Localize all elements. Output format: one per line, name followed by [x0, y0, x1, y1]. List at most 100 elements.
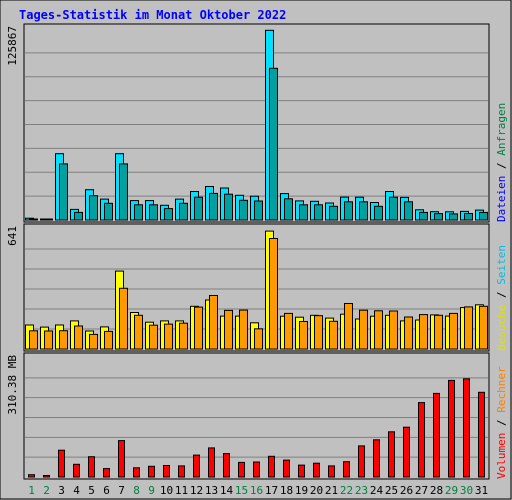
x-tick-label: 5: [88, 484, 95, 497]
bar-volumen-day-26: [403, 426, 410, 478]
x-tick-label: 23: [355, 484, 368, 497]
bar-volumen-day-19: [298, 464, 305, 478]
bar-besuche-day-10: [164, 323, 173, 350]
panel-middle-ymax-label: 641: [6, 226, 19, 246]
bar-volumen-day-3: [58, 449, 65, 478]
x-tick-label: 11: [175, 484, 188, 497]
bar-dateien-day-20: [314, 204, 323, 221]
bar-besuche-day-5: [89, 333, 98, 350]
bar-besuche-day-30: [464, 306, 473, 350]
bar-besuche-day-9: [149, 324, 158, 350]
bar-volumen-day-12: [193, 454, 200, 478]
bar-volumen-day-9: [148, 465, 155, 478]
bar-besuche-day-4: [74, 325, 83, 350]
bar-dateien-day-17: [269, 67, 278, 221]
x-tick-label: 18: [280, 484, 293, 497]
bar-besuche-day-28: [434, 314, 443, 350]
chart-title: Tages-Statistik im Monat Oktober 2022: [19, 8, 286, 22]
x-tick-label: 4: [73, 484, 80, 497]
bar-volumen-day-14: [223, 453, 230, 478]
bar-besuche-day-20: [314, 315, 323, 350]
bar-besuche-day-16: [254, 328, 263, 350]
x-tick-label: 15: [235, 484, 248, 497]
bar-dateien-day-5: [89, 195, 98, 221]
bar-dateien-day-18: [284, 198, 293, 221]
x-tick-label: 27: [415, 484, 428, 497]
bar-besuche-day-17: [269, 238, 278, 350]
bar-dateien-day-28: [434, 213, 443, 221]
panel-top-plot-area: [23, 23, 490, 223]
legend-label-seiten: Seiten: [495, 245, 508, 285]
x-tick-label: 22: [340, 484, 353, 497]
bar-volumen-day-20: [313, 462, 320, 478]
bar-besuche-day-12: [194, 306, 203, 350]
bar-besuche-day-26: [404, 316, 413, 350]
bar-volumen-day-1: [28, 474, 35, 478]
x-tick-label: 30: [460, 484, 473, 497]
bar-dateien-day-2: [44, 218, 53, 221]
x-tick-label: 28: [430, 484, 443, 497]
bar-dateien-day-10: [164, 208, 173, 221]
legend-label-dateien: Dateien: [495, 176, 508, 222]
legend-separator: /: [495, 413, 508, 433]
x-tick-label: 13: [205, 484, 218, 497]
bar-besuche-day-27: [419, 314, 428, 350]
x-tick-label: 8: [133, 484, 140, 497]
x-tick-label: 26: [400, 484, 413, 497]
bar-volumen-day-31: [478, 391, 485, 478]
bar-dateien-day-29: [449, 213, 458, 221]
bar-dateien-day-8: [134, 204, 143, 221]
bar-volumen-day-22: [343, 461, 350, 478]
bar-dateien-day-30: [464, 213, 473, 221]
bar-dateien-day-14: [224, 193, 233, 221]
x-tick-label: 17: [265, 484, 278, 497]
bar-volumen-day-13: [208, 447, 215, 478]
bar-volumen-day-4: [73, 463, 80, 478]
chart-panels: 125867 Dateien / Anfragen 641 Besuche / Sei…: [6, 23, 508, 480]
bar-dateien-day-7: [119, 163, 128, 221]
panel-bottom-legend: Volumen / Rechner: [495, 366, 508, 479]
bar-besuche-day-3: [59, 330, 68, 350]
panel-top-legend: Dateien / Anfragen: [495, 103, 508, 222]
bar-dateien-day-26: [404, 201, 413, 221]
bar-volumen-day-21: [328, 465, 335, 478]
bar-dateien-day-9: [149, 204, 158, 221]
panel-middle: 641 Besuche / Seiten: [6, 223, 508, 352]
bar-volumen-day-11: [178, 465, 185, 478]
bar-besuche-day-25: [389, 310, 398, 350]
panel-bottom: 310.38 MB Volumen / Rechner: [6, 352, 508, 480]
bar-volumen-day-24: [373, 439, 380, 478]
bar-dateien-day-12: [194, 196, 203, 221]
bar-dateien-day-4: [74, 211, 83, 221]
bar-besuche-day-18: [284, 312, 293, 350]
bar-dateien-day-6: [104, 202, 113, 221]
x-tick-label: 16: [250, 484, 263, 497]
bar-volumen-day-27: [418, 402, 425, 478]
bar-dateien-day-27: [419, 211, 428, 221]
bar-besuche-day-13: [209, 295, 218, 350]
bar-volumen-day-17: [268, 455, 275, 478]
bar-volumen-day-8: [133, 467, 140, 478]
bar-besuche-day-19: [299, 321, 308, 350]
x-tick-label: 31: [475, 484, 488, 497]
bar-dateien-day-13: [209, 192, 218, 221]
panel-top-ymax-label: 125867: [6, 26, 19, 66]
bar-volumen-day-5: [88, 456, 95, 478]
x-tick-label: 19: [295, 484, 308, 497]
legend-label-rechner: Rechner: [495, 366, 508, 413]
x-tick-label: 20: [310, 484, 323, 497]
bar-besuche-day-14: [224, 309, 233, 350]
bar-dateien-day-19: [299, 204, 308, 221]
bar-volumen-day-18: [283, 459, 290, 478]
bar-dateien-day-31: [479, 211, 488, 221]
bar-dateien-day-22: [344, 201, 353, 221]
bar-volumen-day-23: [358, 445, 365, 478]
panel-bottom-plot-area: [23, 352, 490, 480]
bar-besuche-day-31: [479, 305, 488, 350]
legend-separator: /: [495, 156, 508, 176]
bar-besuche-day-29: [449, 312, 458, 350]
bar-volumen-day-25: [388, 431, 395, 478]
bar-besuche-day-2: [44, 330, 53, 350]
x-tick-label: 10: [160, 484, 173, 497]
